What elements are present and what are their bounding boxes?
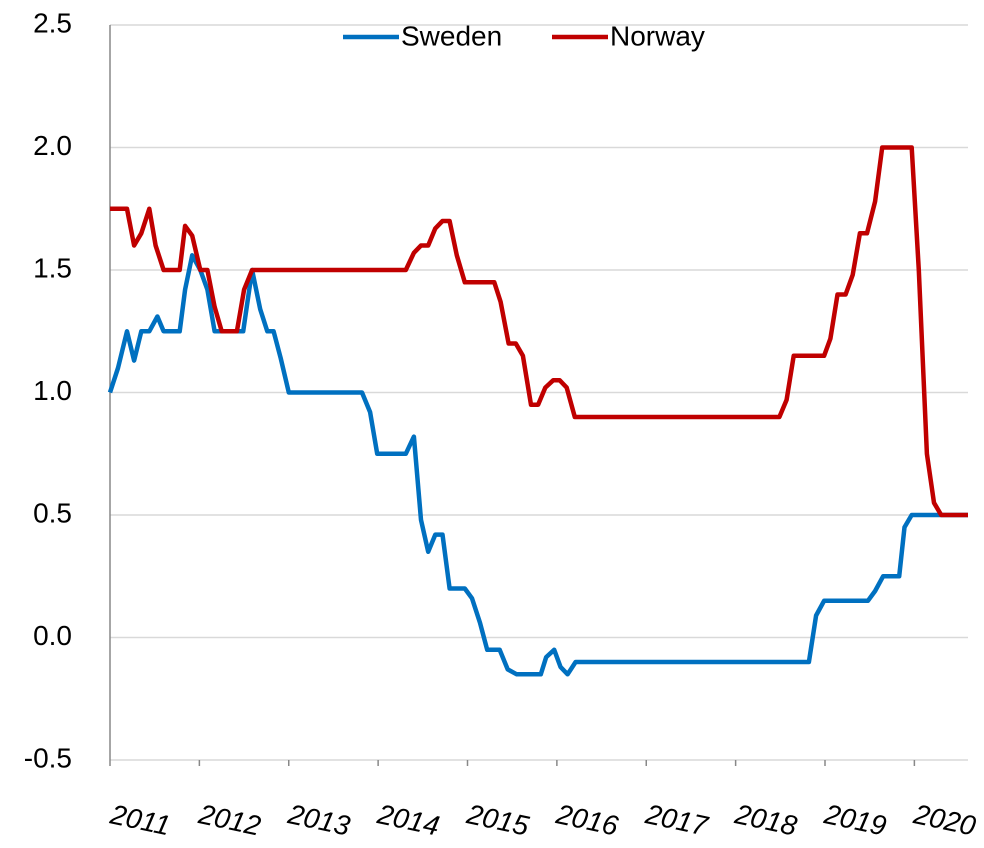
y-tick-label: 2.0 [33,130,72,161]
series-line [110,145,968,518]
x-tick-label: 2017 [642,798,712,842]
x-tick-label: 2020 [910,798,979,842]
x-tick-label: 2012 [195,798,264,842]
y-tick-label: 2.5 [33,7,72,38]
x-tick-label: 2013 [285,798,354,842]
x-tick-label: 2014 [374,798,442,841]
y-tick-label: 0.0 [33,620,72,651]
series-line [107,253,968,677]
x-tick-label: 2015 [463,798,532,842]
y-tick-label: 1.5 [33,252,72,283]
x-tick-label: 2011 [107,798,173,841]
x-tick-label: 2018 [731,798,800,842]
y-tick-label: -0.5 [24,742,72,773]
legend-label: Norway [610,20,705,51]
x-tick-label: 2016 [553,798,622,842]
legend-label: Sweden [401,20,502,51]
y-tick-label: 0.5 [33,497,72,528]
x-tick-label: 2019 [821,798,889,841]
y-tick-label: 1.0 [33,375,72,406]
